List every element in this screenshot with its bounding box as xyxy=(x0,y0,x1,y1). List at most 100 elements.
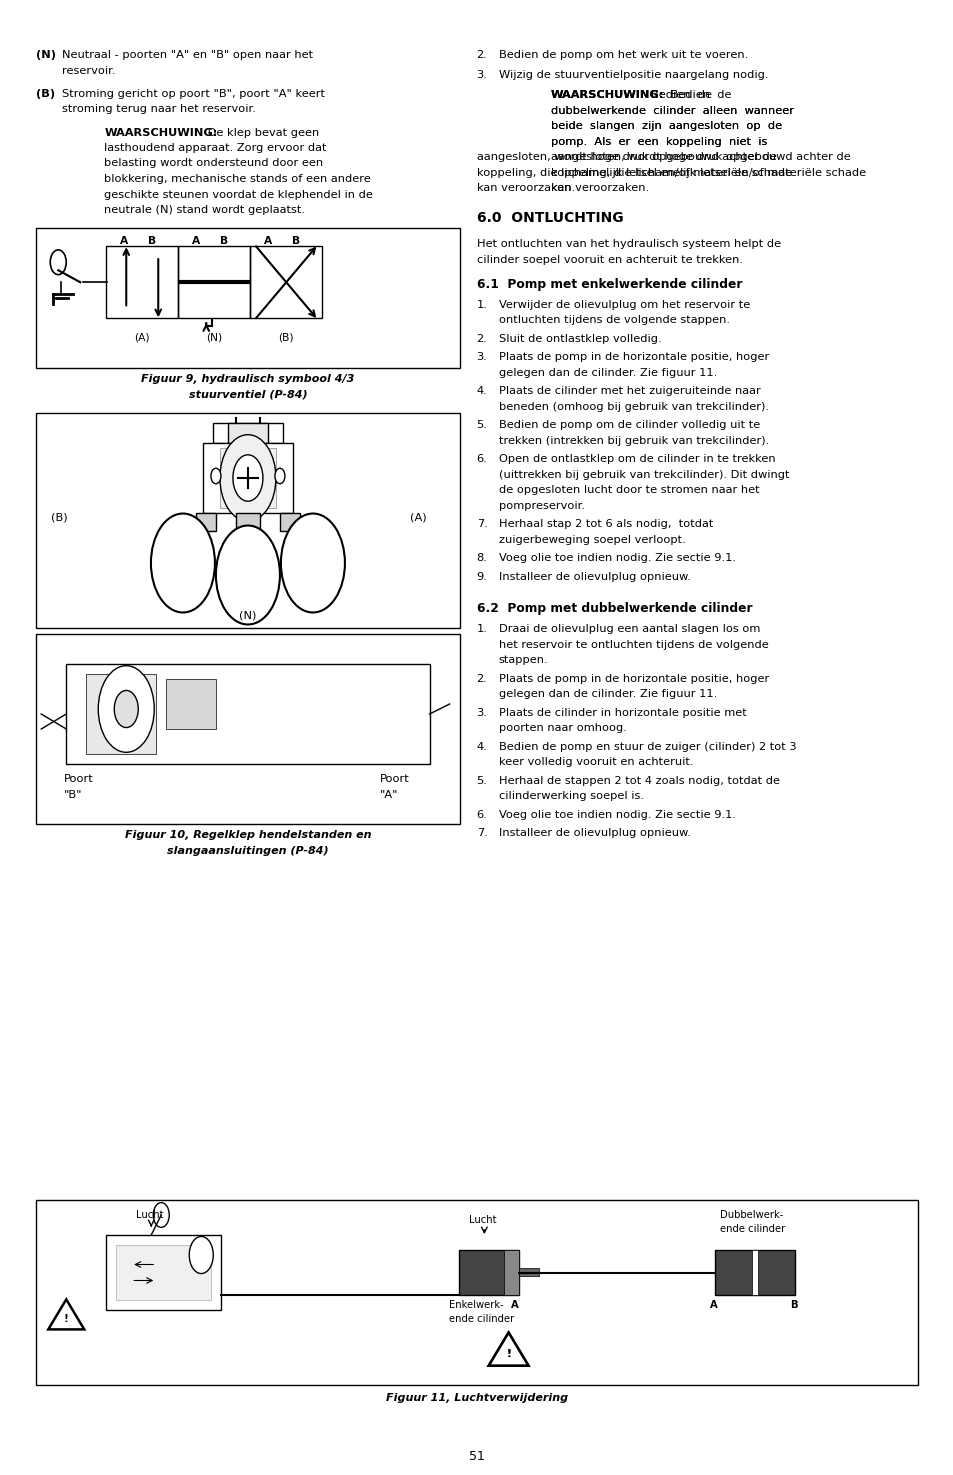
Text: Neutraal - poorten "A" en "B" open naar het: Neutraal - poorten "A" en "B" open naar … xyxy=(62,50,313,60)
Circle shape xyxy=(51,249,66,274)
Text: (A): (A) xyxy=(409,513,426,524)
Text: pompreservoir.: pompreservoir. xyxy=(498,500,584,510)
Text: Lucht: Lucht xyxy=(469,1215,497,1226)
Text: Installeer de olievulplug opnieuw.: Installeer de olievulplug opnieuw. xyxy=(498,571,690,581)
Text: het reservoir te ontluchten tijdens de volgende: het reservoir te ontluchten tijdens de v… xyxy=(498,640,767,649)
Text: Bedien  de: Bedien de xyxy=(650,90,711,100)
Polygon shape xyxy=(488,1332,528,1366)
Text: pomp.  Als  er  een  koppeling  niet  is: pomp. Als er een koppeling niet is xyxy=(550,137,766,148)
Bar xyxy=(235,513,259,538)
Text: WAARSCHUWING:: WAARSCHUWING: xyxy=(550,90,663,100)
Bar xyxy=(195,513,215,531)
Bar xyxy=(250,246,322,319)
Text: (uittrekken bij gebruik van trekcilinder). Dit dwingt: (uittrekken bij gebruik van trekcilinder… xyxy=(498,469,788,479)
Text: Lucht: Lucht xyxy=(136,1210,164,1220)
Text: Verwijder de olievulplug om het reservoir te: Verwijder de olievulplug om het reservoi… xyxy=(498,299,749,310)
Text: 1.: 1. xyxy=(476,624,487,634)
Text: Bedien de pomp om de cilinder volledig uit te: Bedien de pomp om de cilinder volledig u… xyxy=(498,420,759,431)
Text: 5.: 5. xyxy=(476,776,487,786)
Bar xyxy=(279,513,299,531)
Bar xyxy=(36,229,459,369)
Text: (N): (N) xyxy=(239,611,256,620)
Text: 4.: 4. xyxy=(476,386,487,397)
Text: Figuur 10, Regelklep hendelstanden en: Figuur 10, Regelklep hendelstanden en xyxy=(125,830,371,839)
Text: Het ontluchten van het hydraulisch systeem helpt de: Het ontluchten van het hydraulisch syste… xyxy=(476,239,780,249)
Bar xyxy=(66,664,429,764)
Text: Open de ontlastklep om de cilinder in te trekken: Open de ontlastklep om de cilinder in te… xyxy=(498,454,775,465)
Text: Bedien de pomp en stuur de zuiger (cilinder) 2 tot 3: Bedien de pomp en stuur de zuiger (cilin… xyxy=(498,742,796,752)
Circle shape xyxy=(211,468,221,484)
Bar xyxy=(459,1249,518,1295)
Text: gelegen dan de cilinder. Zie figuur 11.: gelegen dan de cilinder. Zie figuur 11. xyxy=(498,689,716,699)
Circle shape xyxy=(274,468,285,484)
Text: trekken (intrekken bij gebruik van trekcilinder).: trekken (intrekken bij gebruik van trekc… xyxy=(498,435,768,445)
Text: keer volledig vooruit en achteruit.: keer volledig vooruit en achteruit. xyxy=(498,757,693,767)
Circle shape xyxy=(98,665,154,752)
Text: pomp.  Als  er  een  koppeling  niet  is: pomp. Als er een koppeling niet is xyxy=(550,137,766,148)
Text: (N): (N) xyxy=(36,50,56,60)
Text: A: A xyxy=(193,236,200,246)
Text: kan veroorzaken.: kan veroorzaken. xyxy=(550,183,648,193)
Bar xyxy=(178,246,250,319)
Text: belasting wordt ondersteund door een: belasting wordt ondersteund door een xyxy=(104,158,323,168)
Text: beide  slangen  zijn  aangesloten  op  de: beide slangen zijn aangesloten op de xyxy=(550,121,781,131)
Text: Plaats de pomp in de horizontale positie, hoger: Plaats de pomp in de horizontale positie… xyxy=(498,674,768,683)
Bar xyxy=(86,674,156,754)
Text: Poort: Poort xyxy=(64,774,94,785)
Text: "B": "B" xyxy=(64,789,83,799)
Text: geschikte steunen voordat de klephendel in de: geschikte steunen voordat de klephendel … xyxy=(104,189,373,199)
Bar xyxy=(220,448,275,507)
Text: Poort: Poort xyxy=(379,774,409,785)
Text: 6.1  Pomp met enkelwerkende cilinder: 6.1 Pomp met enkelwerkende cilinder xyxy=(476,277,741,291)
Circle shape xyxy=(153,1202,169,1227)
Text: dubbelwerkende  cilinder  alleen  wanneer: dubbelwerkende cilinder alleen wanneer xyxy=(550,106,793,117)
Bar xyxy=(228,423,268,442)
Text: gelegen dan de cilinder. Zie figuur 11.: gelegen dan de cilinder. Zie figuur 11. xyxy=(498,367,716,378)
Text: blokkering, mechanische stands of een andere: blokkering, mechanische stands of een an… xyxy=(104,174,371,184)
Text: (A): (A) xyxy=(134,332,150,342)
Text: !: ! xyxy=(506,1348,511,1358)
Text: De klep bevat geen: De klep bevat geen xyxy=(204,127,319,137)
Text: (B): (B) xyxy=(36,88,55,99)
Bar xyxy=(504,1249,518,1295)
Text: 2.: 2. xyxy=(476,50,487,60)
Text: 6.: 6. xyxy=(476,454,487,465)
Text: stappen.: stappen. xyxy=(498,655,548,665)
Text: B: B xyxy=(789,1299,797,1310)
Text: 3.: 3. xyxy=(476,353,487,361)
Text: de opgesloten lucht door te stromen naar het: de opgesloten lucht door te stromen naar… xyxy=(498,485,759,496)
Text: WAARSCHUWING:: WAARSCHUWING: xyxy=(550,90,663,100)
Text: Voeg olie toe indien nodig. Zie sectie 9.1.: Voeg olie toe indien nodig. Zie sectie 9… xyxy=(498,810,735,820)
Text: ontluchten tijdens de volgende stappen.: ontluchten tijdens de volgende stappen. xyxy=(498,316,729,324)
Text: stroming terug naar het reservoir.: stroming terug naar het reservoir. xyxy=(62,105,255,114)
Text: beide  slangen  zijn  aangesloten  op  de: beide slangen zijn aangesloten op de xyxy=(550,121,781,131)
Text: (N): (N) xyxy=(206,332,222,342)
Text: cilinderwerking soepel is.: cilinderwerking soepel is. xyxy=(498,791,643,801)
Text: 6.0  ONTLUCHTING: 6.0 ONTLUCHTING xyxy=(476,211,622,226)
Bar xyxy=(36,413,459,628)
Circle shape xyxy=(280,513,345,612)
Text: B: B xyxy=(148,236,156,246)
Text: 6.2  Pomp met dubbelwerkende cilinder: 6.2 Pomp met dubbelwerkende cilinder xyxy=(476,602,751,615)
Text: Sluit de ontlastklep volledig.: Sluit de ontlastklep volledig. xyxy=(498,333,660,344)
Bar xyxy=(213,423,283,442)
Text: neutrale (N) stand wordt geplaatst.: neutrale (N) stand wordt geplaatst. xyxy=(104,205,305,215)
Text: Plaats de pomp in de horizontale positie, hoger: Plaats de pomp in de horizontale positie… xyxy=(498,353,768,361)
Text: A: A xyxy=(264,236,273,246)
Text: Bedien de pomp om het werk uit te voeren.: Bedien de pomp om het werk uit te voeren… xyxy=(498,50,747,60)
Text: beneden (omhoog bij gebruik van trekcilinder).: beneden (omhoog bij gebruik van trekcili… xyxy=(498,401,768,412)
Text: Dubbelwerk-: Dubbelwerk- xyxy=(720,1210,782,1220)
Text: reservoir.: reservoir. xyxy=(62,65,115,75)
Bar xyxy=(116,1245,211,1299)
Text: aangesloten, wordt hoge druk opgebouwd achter de: aangesloten, wordt hoge druk opgebouwd a… xyxy=(550,152,849,162)
Circle shape xyxy=(220,435,275,521)
Circle shape xyxy=(215,525,279,624)
Text: 3.: 3. xyxy=(476,708,487,718)
Text: B: B xyxy=(220,236,228,246)
Text: ende cilinder: ende cilinder xyxy=(449,1314,514,1323)
Bar xyxy=(36,634,459,825)
Text: 9.: 9. xyxy=(476,571,487,581)
Text: slangaansluitingen (P-84): slangaansluitingen (P-84) xyxy=(167,845,329,856)
Bar xyxy=(166,678,216,729)
Text: (B): (B) xyxy=(278,332,294,342)
